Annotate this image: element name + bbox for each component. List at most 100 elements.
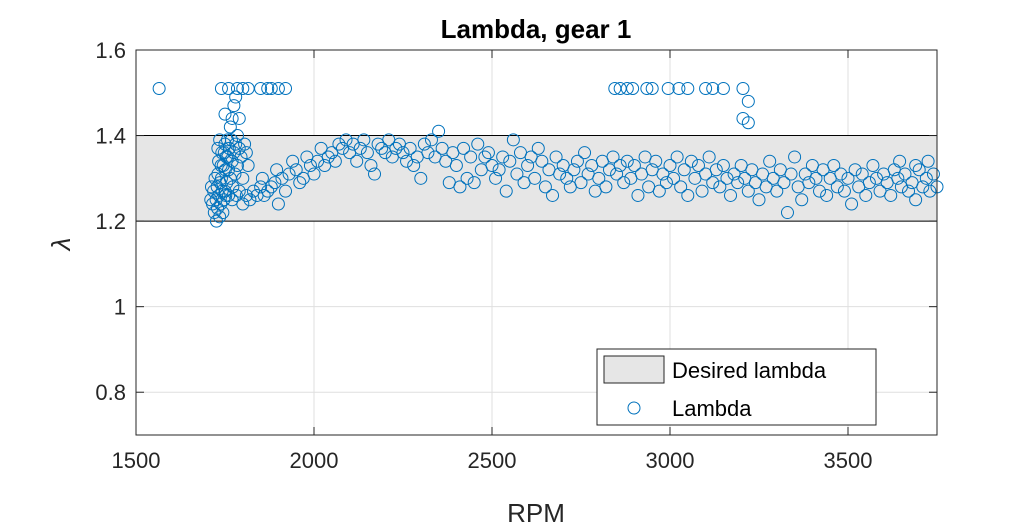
lambda-point-263 bbox=[909, 193, 923, 207]
lambda-point-6 bbox=[254, 82, 268, 95]
lambda-point-137 bbox=[460, 171, 474, 185]
x-tick-labels: 1500 2000 2500 3000 3500 bbox=[112, 448, 873, 473]
lambda-point-203 bbox=[695, 184, 709, 198]
lambda-point-98 bbox=[321, 150, 335, 164]
legend-swatch-desired-lambda bbox=[603, 355, 665, 384]
lambda-point-150 bbox=[506, 133, 520, 147]
lambda-point-49 bbox=[241, 159, 255, 172]
lambda-point-275 bbox=[620, 82, 634, 95]
lambda-point-121 bbox=[403, 141, 417, 155]
lambda-point-9 bbox=[271, 82, 285, 95]
lambda-point-140 bbox=[471, 137, 485, 151]
axes: 1500 2000 2500 3000 3500 0.8 1 1.2 1.4 1.6 bbox=[95, 38, 944, 473]
lambda-point-156 bbox=[528, 171, 542, 185]
lambda-point-284 bbox=[716, 82, 730, 95]
lambda-point-16 bbox=[225, 111, 239, 125]
lambda-point-100 bbox=[328, 154, 342, 168]
lambda-point-161 bbox=[546, 188, 560, 202]
lambda-point-13 bbox=[227, 99, 241, 113]
lambda-point-147 bbox=[496, 150, 510, 164]
lambda-point-125 bbox=[417, 137, 431, 151]
lambda-point-144 bbox=[485, 159, 499, 172]
lambda-point-167 bbox=[567, 163, 581, 177]
lambda-point-88 bbox=[286, 154, 300, 168]
lambda-point-48 bbox=[239, 146, 253, 160]
lambda-point-281 bbox=[681, 82, 695, 95]
lambda-point-15 bbox=[232, 111, 246, 125]
lambda-point-14 bbox=[229, 90, 243, 104]
lambda-point-89 bbox=[293, 176, 307, 190]
lambda-point-208 bbox=[713, 180, 727, 194]
lambda-point-196 bbox=[670, 150, 684, 164]
lambda-point-249 bbox=[859, 188, 873, 202]
lambda-point-143 bbox=[481, 146, 495, 160]
lambda-point-12 bbox=[223, 120, 237, 134]
lambda-point-266 bbox=[919, 171, 933, 185]
lambda-point-135 bbox=[453, 180, 467, 194]
lambda-point-53 bbox=[209, 214, 223, 228]
lambda-point-279 bbox=[661, 82, 675, 95]
lambda-point-23 bbox=[213, 210, 227, 224]
lambda-point-286 bbox=[741, 94, 755, 108]
legend-marker-lambda bbox=[627, 401, 641, 415]
lambda-point-85 bbox=[264, 180, 278, 194]
lambda-point-205 bbox=[702, 150, 716, 164]
lambda-point-181 bbox=[617, 176, 631, 190]
lambda-point-68 bbox=[218, 184, 232, 198]
lambda-point-288 bbox=[741, 116, 755, 130]
lambda-point-184 bbox=[627, 159, 641, 172]
lambda-point-103 bbox=[339, 133, 353, 147]
lambda-point-91 bbox=[236, 197, 250, 211]
lambda-point-106 bbox=[350, 154, 364, 168]
lambda-point-245 bbox=[845, 197, 859, 211]
lambda-point-72 bbox=[239, 188, 253, 202]
lambda-point-163 bbox=[553, 167, 567, 181]
lambda-point-195 bbox=[667, 171, 681, 185]
x-tick-label-4: 3500 bbox=[824, 448, 873, 473]
lambda-point-276 bbox=[626, 82, 640, 95]
lambda-point-241 bbox=[830, 180, 844, 194]
lambda-point-202 bbox=[691, 159, 705, 172]
lambda-point-87 bbox=[279, 184, 293, 198]
lambda-point-258 bbox=[891, 171, 905, 185]
lambda-point-170 bbox=[578, 146, 592, 160]
lambda-point-280 bbox=[672, 82, 686, 95]
lambda-point-107 bbox=[353, 141, 367, 155]
lambda-point-260 bbox=[898, 167, 912, 181]
x-tick-label-3: 3000 bbox=[646, 448, 695, 473]
lambda-point-240 bbox=[827, 159, 841, 172]
axes-box bbox=[135, 49, 938, 436]
lambda-point-190 bbox=[649, 154, 663, 168]
lambda-point-109 bbox=[360, 146, 374, 160]
lambda-point-157 bbox=[531, 141, 545, 155]
lambda-point-256 bbox=[884, 188, 898, 202]
lambda-point-76 bbox=[268, 176, 282, 190]
chart-title: Lambda, gear 1 bbox=[441, 14, 632, 44]
lambda-point-63 bbox=[204, 180, 218, 194]
lambda-point-10 bbox=[279, 82, 293, 95]
legend-label-lambda: Lambda bbox=[672, 396, 752, 421]
lambda-point-119 bbox=[396, 146, 410, 160]
lambda-point-219 bbox=[752, 193, 766, 207]
lambda-point-271 bbox=[909, 159, 923, 172]
lambda-point-193 bbox=[659, 176, 673, 190]
lambda-point-101 bbox=[332, 137, 346, 151]
lambda-point-243 bbox=[837, 184, 851, 198]
lambda-point-113 bbox=[375, 141, 389, 155]
lambda-point-110 bbox=[364, 159, 378, 172]
lambda-point-216 bbox=[741, 184, 755, 198]
y-axis-label: λ bbox=[46, 238, 76, 253]
lambda-point-1 bbox=[214, 82, 228, 95]
lambda-point-169 bbox=[574, 176, 588, 190]
lambda-point-60 bbox=[218, 163, 232, 177]
lambda-point-129 bbox=[432, 124, 446, 138]
lambda-point-47 bbox=[238, 137, 252, 151]
lambda-point-34 bbox=[222, 141, 236, 155]
y-tick-label-0: 0.8 bbox=[95, 380, 126, 405]
lambda-point-200 bbox=[684, 154, 698, 168]
lambda-point-176 bbox=[599, 180, 613, 194]
lambda-point-244 bbox=[841, 171, 855, 185]
lambda-point-226 bbox=[777, 176, 791, 190]
lambda-point-0 bbox=[152, 82, 166, 95]
lambda-point-211 bbox=[724, 188, 738, 202]
